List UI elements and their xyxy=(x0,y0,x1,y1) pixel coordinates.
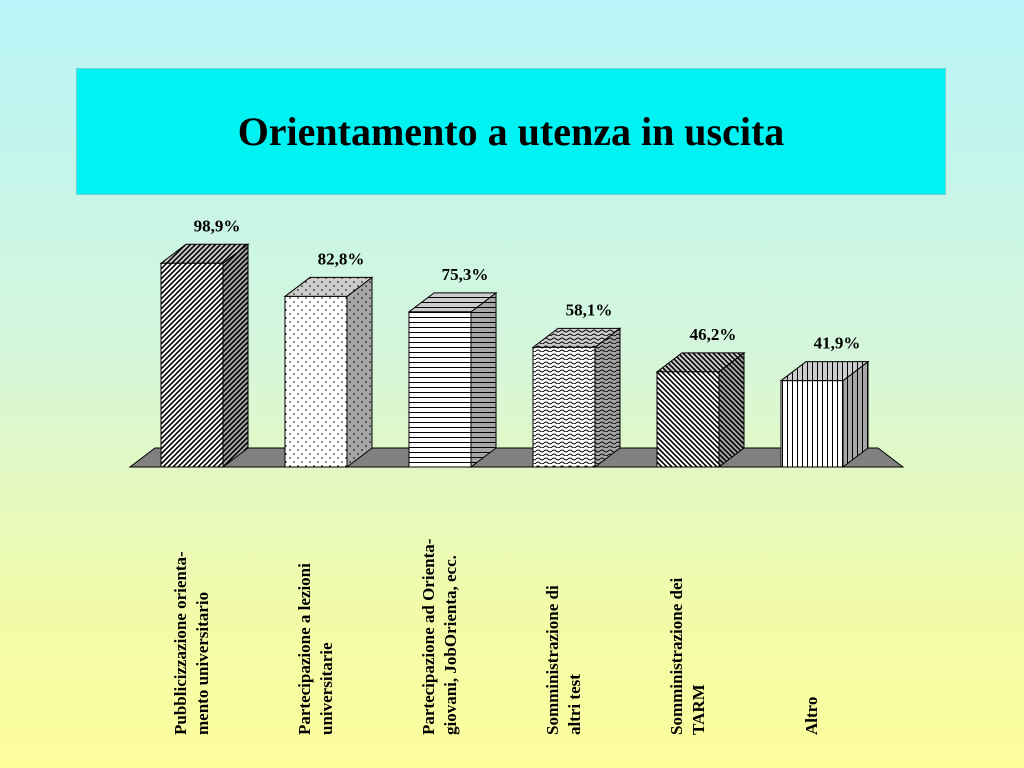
bar-front xyxy=(532,346,596,468)
category-label-text: Partecipazione ad Orienta-giovani, JobOr… xyxy=(419,538,460,735)
bar-side-shade xyxy=(347,277,372,467)
bar-side-shade xyxy=(471,292,496,467)
category-label-text: Somministrazione dei TARM xyxy=(667,577,708,735)
title-box: Orientamento a utenza in uscita xyxy=(76,68,946,195)
bar-1 xyxy=(159,243,250,469)
bar-front xyxy=(284,295,348,468)
category-label-text: Partecipazione a lezioni universitarie xyxy=(295,563,336,735)
value-label: 46,2% xyxy=(690,325,737,344)
bar-top-shade xyxy=(657,352,744,372)
bar-front xyxy=(160,262,224,468)
value-label: 41,9% xyxy=(814,334,861,353)
category-label-text: Pubblicizzazione orienta-mento universit… xyxy=(171,551,212,735)
bar-top-shade xyxy=(533,328,620,348)
value-label: 82,8% xyxy=(318,249,365,268)
bar-5 xyxy=(655,351,746,469)
bar-4 xyxy=(531,327,622,469)
value-label: 75,3% xyxy=(442,265,489,284)
value-label: 98,9% xyxy=(194,216,241,235)
bar-6 xyxy=(779,360,870,469)
bar-front xyxy=(780,380,844,468)
bar-side-shade xyxy=(223,244,248,467)
category-label-text: Somministrazione di altri test xyxy=(543,585,584,735)
bar-top-shade xyxy=(781,361,868,381)
bar-front xyxy=(656,371,720,468)
bar-front xyxy=(408,311,472,468)
bar-top-shade xyxy=(161,244,248,264)
category-label-text: Altro xyxy=(802,696,821,735)
bar-3 xyxy=(407,291,498,469)
bar-side-shade xyxy=(595,328,620,467)
bar-side-shade xyxy=(843,361,868,467)
bar-side-shade xyxy=(719,352,744,467)
bar-top-shade xyxy=(285,277,372,297)
bar-top-shade xyxy=(409,292,496,312)
bar-2 xyxy=(283,276,374,469)
value-label: 58,1% xyxy=(566,300,613,319)
slide-title: Orientamento a utenza in uscita xyxy=(237,109,785,154)
